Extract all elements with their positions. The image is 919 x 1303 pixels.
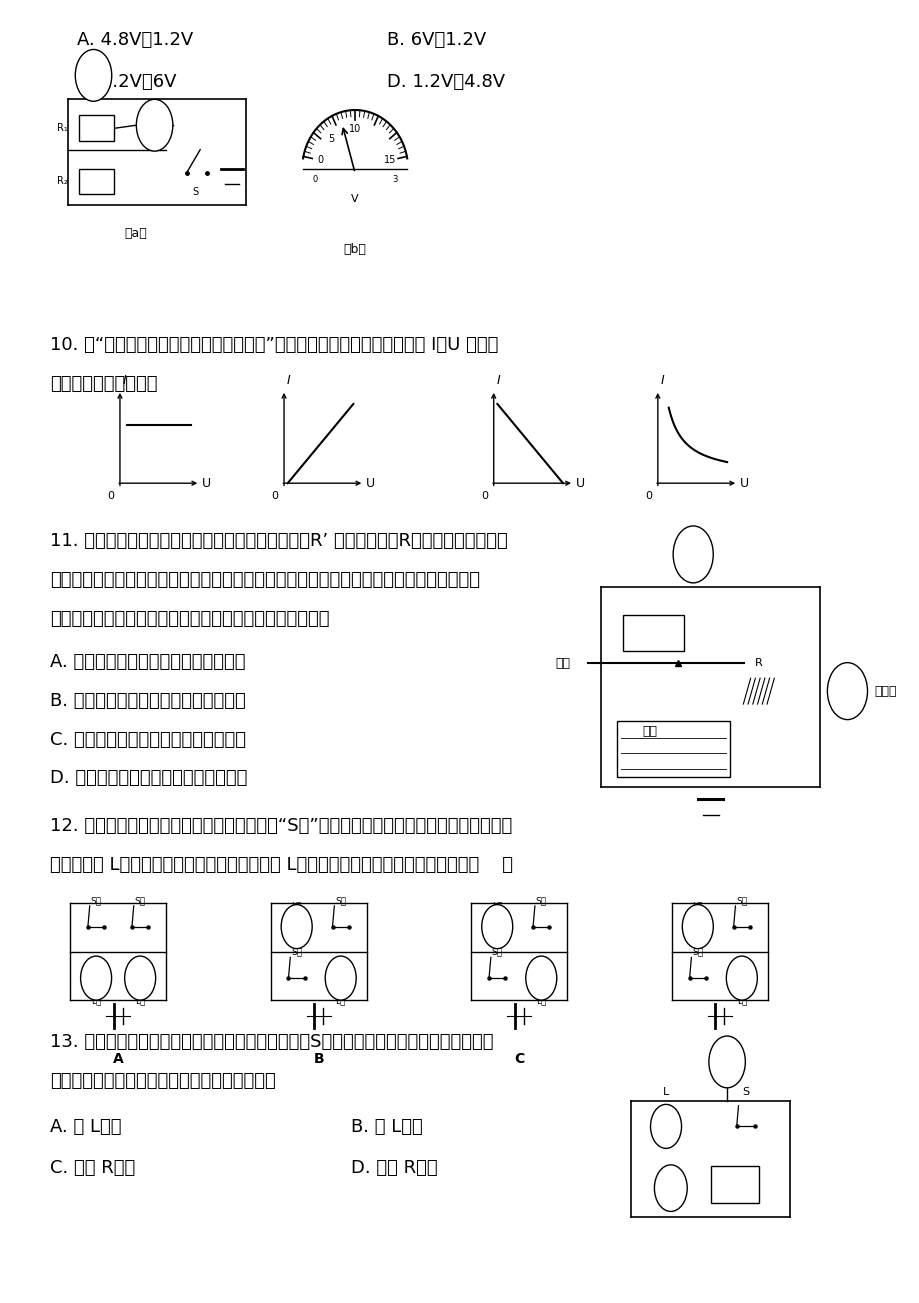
Text: V₂: V₂	[88, 70, 98, 81]
Text: L乙: L乙	[736, 995, 746, 1005]
Text: 乙方指示灯 L乙亮，同理，乙方剑击中甲方，灯 L甲亮。下面能反映这种原理的电路是（    ）: 乙方指示灯 L乙亮，同理，乙方剑击中甲方，灯 L甲亮。下面能反映这种原理的电路是…	[50, 856, 512, 874]
Text: C. 1.2V，6V: C. 1.2V，6V	[77, 73, 176, 91]
Text: C. 当油面高度降低时，油量表示数增大: C. 当油面高度降低时，油量表示数增大	[50, 731, 245, 748]
Text: I: I	[496, 374, 500, 387]
Bar	[616, 722, 730, 778]
Text: S甲: S甲	[290, 947, 302, 956]
Text: U: U	[366, 477, 375, 490]
Text: S乙: S乙	[735, 896, 746, 906]
Text: I: I	[122, 374, 126, 387]
Text: 10. 在“探究通过导体的电流与电压的关系”实验中，经过多次实验后，得到 I－U 图像如: 10. 在“探究通过导体的电流与电压的关系”实验中，经过多次实验后，得到 I－U…	[50, 336, 497, 353]
Text: 13. 如图所示电路中，电源电压保持不变。闭合开关S，电路正常工作。过了一会儿，两电: 13. 如图所示电路中，电源电压保持不变。闭合开关S，电路正常工作。过了一会儿，…	[50, 1033, 493, 1052]
Text: S乙: S乙	[134, 896, 145, 906]
Text: 下图所示，则正确的是: 下图所示，则正确的是	[50, 374, 157, 392]
Text: 0: 0	[644, 491, 652, 502]
Text: 11. 如图所示是一种可测定油筱内油面高度的装置，R’ 是定值电阵，R是滑动变阻器，它的: 11. 如图所示是一种可测定油筱内油面高度的装置，R’ 是定值电阵，R是滑动变阻…	[50, 533, 507, 550]
Text: A: A	[113, 1052, 123, 1066]
Text: S甲: S甲	[90, 896, 102, 906]
Bar	[622, 615, 684, 652]
Circle shape	[650, 1105, 681, 1148]
Text: A. 4.8V，1.2V: A. 4.8V，1.2V	[77, 31, 193, 50]
Text: D. 当油面高度降低时，电压表示数不变: D. 当油面高度降低时，电压表示数不变	[50, 769, 247, 787]
Text: L甲: L甲	[492, 902, 502, 911]
Bar	[710, 1166, 758, 1203]
Text: V₁: V₁	[149, 120, 160, 130]
Text: U: U	[739, 477, 748, 490]
Text: 0: 0	[108, 491, 114, 502]
Circle shape	[525, 956, 556, 1001]
Text: 0: 0	[481, 491, 488, 502]
Circle shape	[281, 904, 312, 949]
Text: 3: 3	[391, 175, 397, 184]
Text: S乙: S乙	[335, 896, 346, 906]
Text: B: B	[313, 1052, 323, 1066]
Circle shape	[653, 1165, 686, 1212]
Text: S甲: S甲	[535, 896, 546, 906]
Bar	[79, 116, 113, 141]
Text: U: U	[575, 477, 584, 490]
Text: R': R'	[648, 628, 659, 638]
Circle shape	[726, 956, 756, 1001]
Text: L乙: L乙	[536, 995, 546, 1005]
Text: 0: 0	[271, 491, 278, 502]
Text: C. 电阵 R断路: C. 电阵 R断路	[50, 1160, 135, 1177]
Text: R₁: R₁	[57, 124, 68, 133]
Text: B. 6V，1.2V: B. 6V，1.2V	[387, 31, 486, 50]
Circle shape	[682, 904, 712, 949]
Text: 金属滑片是杠杆的一端，油量表由电流表改装而成，通过两只电表的示数变化可以反映油面: 金属滑片是杠杆的一端，油量表由电流表改装而成，通过两只电表的示数变化可以反映油面	[50, 571, 479, 589]
Text: S: S	[192, 188, 199, 198]
Text: （a）: （a）	[124, 227, 147, 240]
Text: I: I	[660, 374, 664, 387]
Bar	[79, 168, 113, 194]
Circle shape	[482, 904, 512, 949]
Text: S: S	[742, 1087, 749, 1097]
Text: D: D	[713, 1052, 725, 1066]
Circle shape	[124, 956, 155, 1001]
Text: B. 灯 L断路: B. 灯 L断路	[350, 1118, 422, 1136]
Text: B. 当油面高度升高时，电压表示数增大: B. 当油面高度升高时，电压表示数增大	[50, 692, 245, 710]
Text: 0: 0	[312, 175, 318, 184]
Text: R₂: R₂	[57, 176, 68, 186]
Text: L乙: L乙	[335, 995, 346, 1005]
Text: L甲: L甲	[692, 902, 702, 911]
Text: 15: 15	[384, 155, 396, 165]
Text: 表的示数都变大，则该电路中出现的故障可能是: 表的示数都变大，则该电路中出现的故障可能是	[50, 1072, 275, 1091]
Text: V: V	[723, 1057, 730, 1067]
Text: 12. 击剑比赛中，当甲方运动员的剑（图中用“S甲”表示）击中乙方的导电服时，电路导通，: 12. 击剑比赛中，当甲方运动员的剑（图中用“S甲”表示）击中乙方的导电服时，电…	[50, 817, 512, 835]
Text: A. 当油面高度升高时，油量表示数减小: A. 当油面高度升高时，油量表示数减小	[50, 653, 245, 671]
Circle shape	[324, 956, 356, 1001]
Circle shape	[673, 526, 712, 582]
Text: I: I	[287, 374, 290, 387]
Text: L甲: L甲	[91, 995, 101, 1005]
Circle shape	[81, 956, 111, 1001]
Text: 10: 10	[348, 124, 361, 134]
Text: （b）: （b）	[344, 244, 366, 257]
Text: A: A	[667, 1183, 674, 1194]
Circle shape	[709, 1036, 744, 1088]
Text: S乙: S乙	[491, 947, 503, 956]
Text: L甲: L甲	[291, 902, 301, 911]
Text: S甲: S甲	[691, 947, 703, 956]
Text: 0: 0	[316, 155, 323, 165]
Text: R: R	[743, 1179, 751, 1190]
Text: 轻杆: 轻杆	[555, 657, 570, 670]
Text: 的高度变化．关于此装置的工作原理，下列说法中正确的是: 的高度变化．关于此装置的工作原理，下列说法中正确的是	[50, 610, 329, 628]
Text: 浮标: 浮标	[641, 724, 656, 737]
Text: D. 1.2V，4.8V: D. 1.2V，4.8V	[387, 73, 505, 91]
Circle shape	[136, 99, 173, 151]
Text: L: L	[663, 1087, 668, 1097]
Text: D. 电阵 R短路: D. 电阵 R短路	[350, 1160, 437, 1177]
Text: A. 灯 L短路: A. 灯 L短路	[50, 1118, 121, 1136]
Text: 5: 5	[328, 133, 335, 143]
Circle shape	[75, 50, 111, 102]
Circle shape	[826, 663, 867, 719]
Text: V: V	[688, 550, 697, 559]
Text: 油量表: 油量表	[874, 684, 896, 697]
Text: U: U	[202, 477, 210, 490]
Text: V: V	[351, 194, 358, 205]
Text: C: C	[514, 1052, 524, 1066]
Text: L乙: L乙	[135, 995, 145, 1005]
Text: R: R	[754, 658, 762, 668]
